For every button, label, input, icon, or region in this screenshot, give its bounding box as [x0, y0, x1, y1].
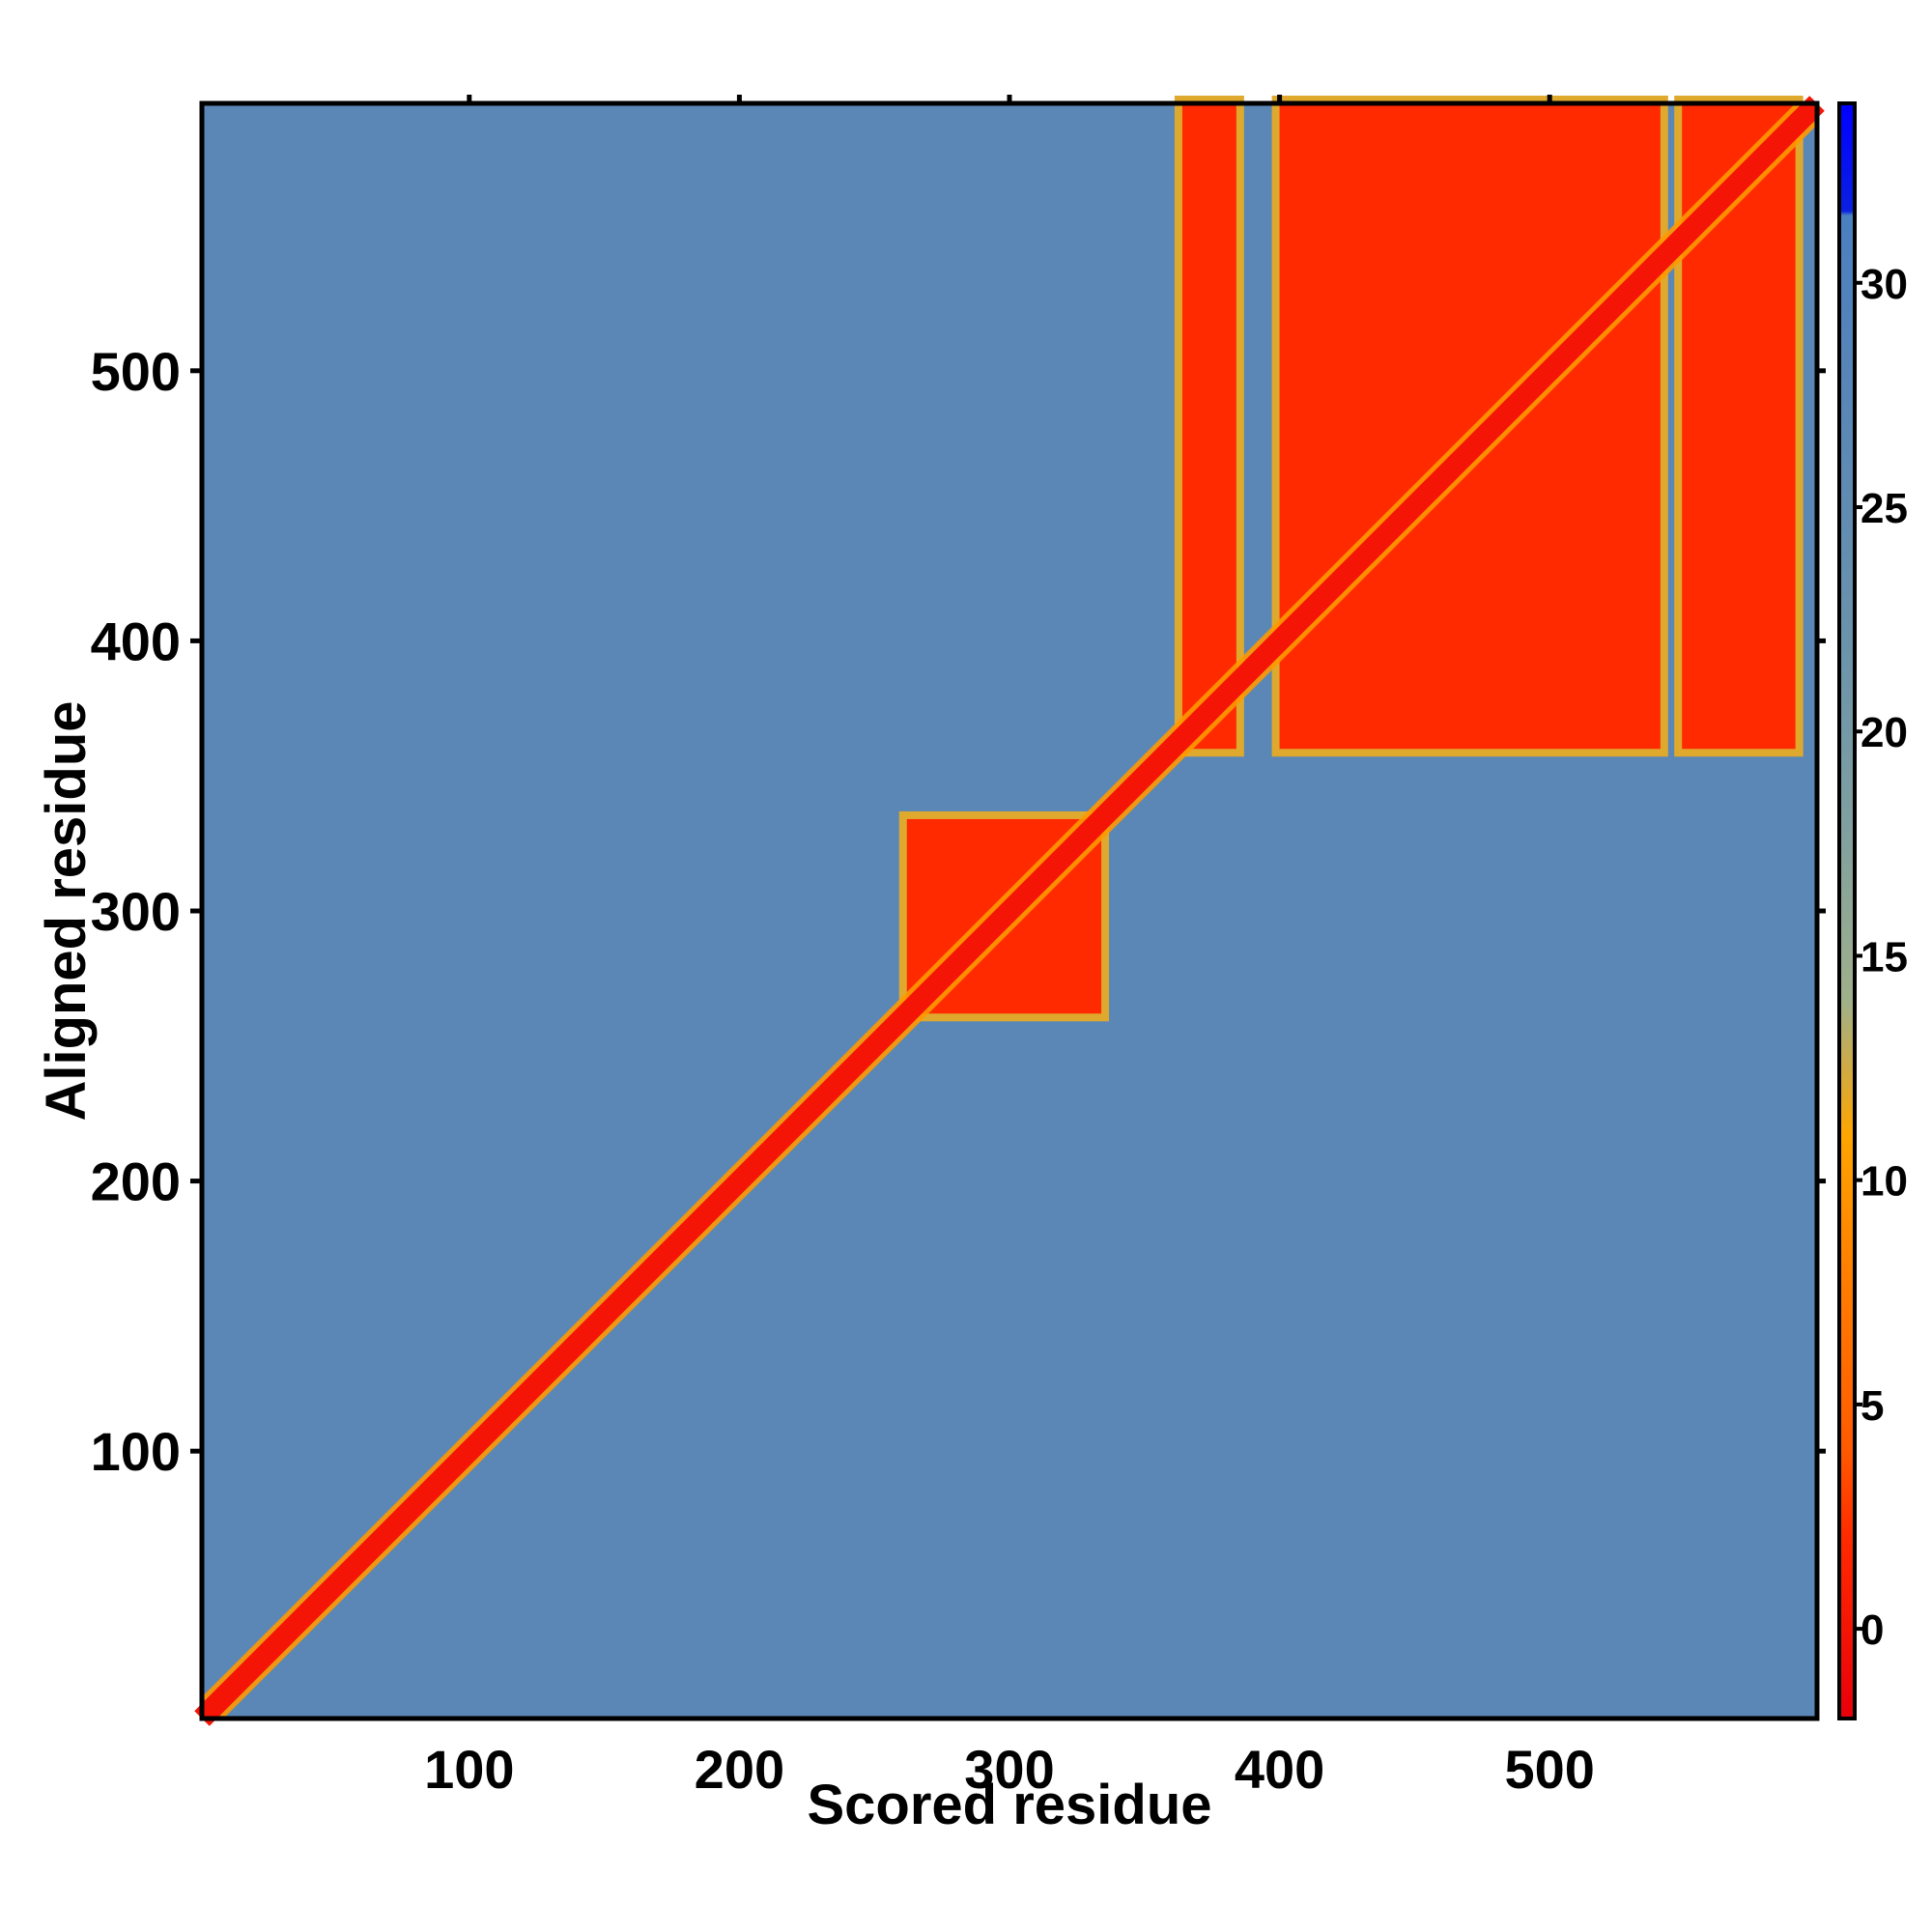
y-tick-label: 100: [91, 1421, 181, 1482]
colorbar: 0 5 10 15 20 25 30: [1837, 101, 1908, 1720]
colorbar-tick-label: 20: [1861, 709, 1908, 756]
y-tick-label: 500: [91, 341, 181, 402]
domain-block-2: [1181, 103, 1236, 750]
x-tick-label: 200: [695, 1739, 784, 1800]
colorbar-tick-label: 25: [1861, 485, 1908, 532]
x-tick-label: 300: [964, 1739, 1054, 1800]
domain-block-3: [1279, 103, 1661, 750]
colorbar-ticks: 0 5 10 15 20 25 30: [1855, 261, 1908, 1654]
heatmap-cells: [194, 96, 1825, 1726]
x-axis-title: Scored residue: [807, 1774, 1211, 1836]
colorbar-tick-label: 15: [1861, 933, 1908, 980]
y-axis-title: Aligned residue: [35, 700, 98, 1121]
colorbar-tick-label: 30: [1861, 261, 1908, 308]
colorbar-tick-label: 0: [1861, 1606, 1884, 1654]
colorbar-gradient: [1837, 101, 1857, 1720]
colorbar-tick-label: 5: [1861, 1382, 1884, 1430]
heatmap-plot-area: [194, 96, 1825, 1726]
y-tick-label: 300: [91, 881, 181, 942]
colorbar-tick-label: 10: [1861, 1158, 1908, 1206]
y-tick-label: 400: [91, 611, 181, 671]
x-axis-ticks: 100 200 300 400 500: [424, 95, 1595, 1800]
x-tick-label: 100: [424, 1739, 514, 1800]
diagonal-band: [194, 96, 1825, 1726]
y-tick-label: 200: [91, 1151, 181, 1212]
x-tick-label: 400: [1235, 1739, 1324, 1800]
y-axis-ticks: 100 200 300 400 500: [91, 341, 1826, 1482]
x-tick-label: 500: [1504, 1739, 1594, 1800]
